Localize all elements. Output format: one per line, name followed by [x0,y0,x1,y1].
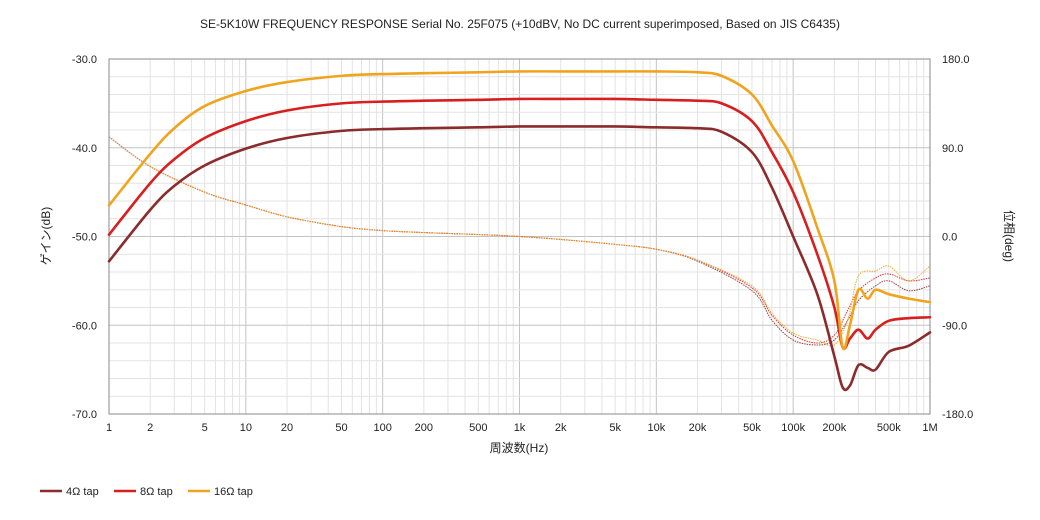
chart-title: SE-5K10W FREQUENCY RESPONSE Serial No. 2… [200,17,840,31]
legend-label-1: 4Ω tap [66,486,99,498]
x-tick-label: 10k [647,422,665,434]
y-tick-label: -40.0 [72,143,97,155]
y2-tick-label: -90.0 [942,320,967,332]
y-axis-label: ゲイン(dB) [39,207,53,265]
x-tick-label: 1M [922,422,937,434]
y-tick-label: -30.0 [72,54,97,66]
y2-tick-label: -180.0 [942,409,973,421]
x-tick-label: 500k [877,422,901,434]
gain-line-3 [107,70,932,351]
gain-curves [107,70,932,392]
legend-label-2: 8Ω tap [140,486,173,498]
x-tick-label: 200 [415,422,433,434]
y2-axis-label: 位相(deg) [1002,210,1017,262]
x-tick-label: 1k [514,422,526,434]
x-tick-label: 100 [373,422,391,434]
x-tick-label: 2k [555,422,567,434]
legend: 4Ω tap 8Ω tap 16Ω tap [40,486,253,498]
y2-tick-label: 0.0 [942,232,957,244]
x-tick-label: 200k [822,422,846,434]
x-tick-label: 500 [469,422,487,434]
x-tick-label: 2 [147,422,153,434]
y-tick-label: -70.0 [72,409,97,421]
gain-line-1 [107,125,932,392]
y2-tick-label: 180.0 [942,54,970,66]
phase-line-3 [108,136,931,347]
x-tick-label: 5 [202,422,208,434]
x-tick-label: 20k [689,422,707,434]
x-tick-label: 1 [106,422,112,434]
y-tick-label: -50.0 [72,232,97,244]
x-axis-label: 周波数(Hz) [490,440,549,455]
x-tick-label: 20 [281,422,293,434]
x-tick-label: 100k [781,422,805,434]
x-tick-label: 50 [335,422,347,434]
legend-label-3: 16Ω tap [214,486,253,498]
y-tick-label: -60.0 [72,320,97,332]
x-tick-label: 5k [609,422,621,434]
tick-labels: 1 2 5 10 20 50 100 200 500 1k 2k 5k 10k 20k 50k 100k 200… [72,54,973,434]
x-tick-label: 50k [743,422,761,434]
y2-tick-label: 90.0 [942,143,963,155]
plot-frame [108,58,931,415]
x-tick-label: 10 [240,422,252,434]
gain-line-2 [107,97,932,350]
